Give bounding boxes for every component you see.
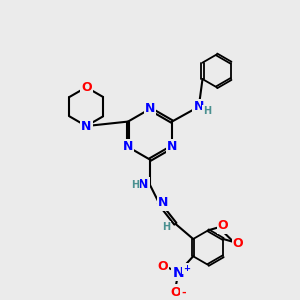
Text: N: N	[158, 196, 169, 209]
Text: H: H	[203, 106, 211, 116]
Text: -: -	[181, 288, 186, 298]
Text: H: H	[162, 222, 170, 232]
Text: O: O	[81, 81, 92, 94]
Text: N: N	[172, 266, 184, 280]
Text: O: O	[218, 219, 228, 232]
Text: N: N	[167, 140, 177, 153]
Text: O: O	[158, 260, 168, 273]
Text: +: +	[183, 264, 190, 273]
Text: N: N	[81, 120, 92, 133]
Text: N: N	[145, 102, 155, 116]
Text: N: N	[123, 140, 133, 153]
Text: N: N	[138, 178, 148, 191]
Text: H: H	[131, 180, 139, 190]
Text: O: O	[233, 237, 243, 250]
Text: N: N	[194, 100, 204, 113]
Text: O: O	[170, 286, 181, 298]
